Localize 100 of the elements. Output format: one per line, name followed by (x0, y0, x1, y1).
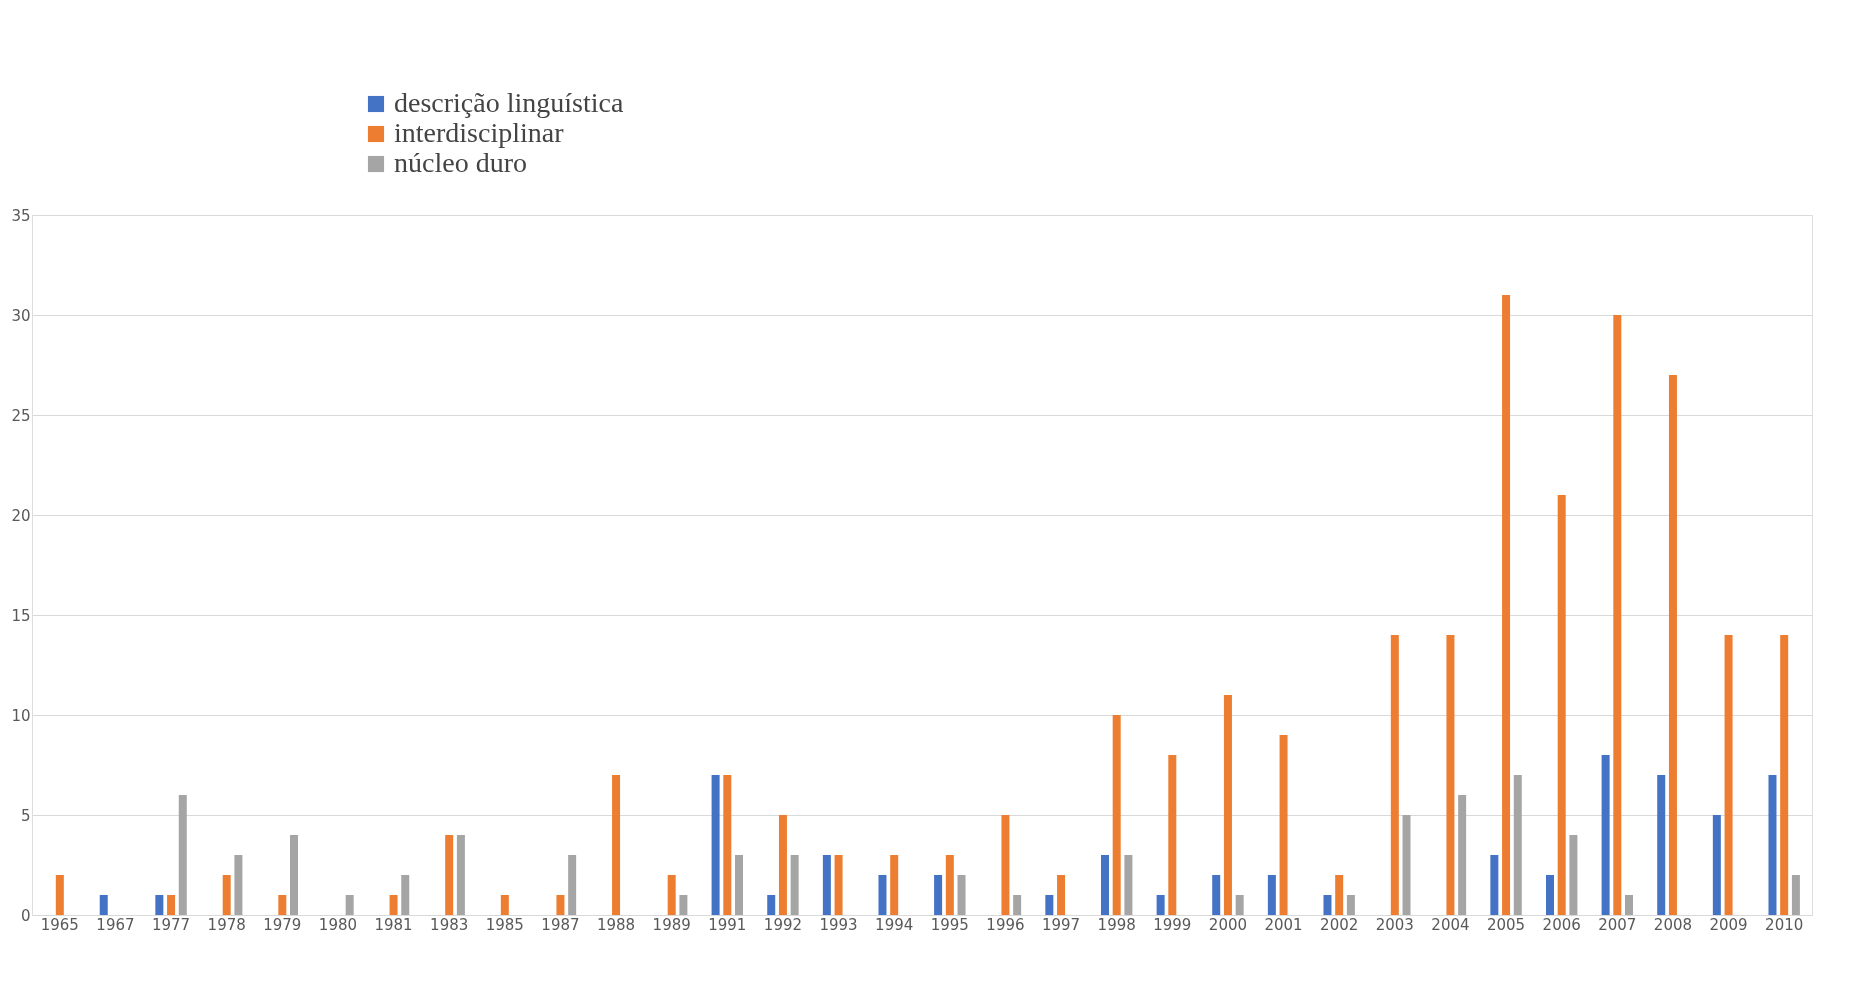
bar (1100, 855, 1109, 915)
x-tick-label: 1989 (652, 915, 691, 934)
bar (934, 875, 943, 915)
bar (1168, 755, 1177, 915)
bar (1601, 755, 1610, 915)
x-tick-label: 2006 (1542, 915, 1581, 934)
y-tick-label: 10 (11, 706, 31, 725)
bar (278, 895, 287, 915)
x-tick-label: 1987 (541, 915, 580, 934)
bar (1212, 875, 1221, 915)
x-tick-label: 2002 (1320, 915, 1359, 934)
x-tick-label: 2003 (1375, 915, 1414, 934)
x-tick-label: 1985 (485, 915, 524, 934)
bar (556, 895, 565, 915)
bar (1458, 795, 1467, 915)
x-tick-label: 1967 (96, 915, 135, 934)
bar (1557, 495, 1566, 915)
bar (1223, 695, 1232, 915)
bar (1513, 775, 1522, 915)
bar (1668, 375, 1677, 915)
bar (767, 895, 776, 915)
bar (1001, 815, 1010, 915)
bar (234, 855, 243, 915)
legend-label: descrição linguística (394, 87, 624, 118)
x-tick-label: 2004 (1431, 915, 1470, 934)
bar (945, 855, 954, 915)
bar (389, 895, 398, 915)
x-tick-label: 1993 (819, 915, 858, 934)
bar (1390, 635, 1399, 915)
legend-label: núcleo duro (394, 147, 527, 178)
bar (1613, 315, 1622, 915)
x-tick-label: 1980 (318, 915, 358, 934)
bar (1013, 895, 1022, 915)
bar (1057, 875, 1066, 915)
bar (155, 895, 164, 915)
bar (1712, 815, 1721, 915)
bar (1045, 895, 1054, 915)
y-tick-label: 35 (11, 206, 31, 225)
bar (1279, 735, 1288, 915)
bar (568, 855, 577, 915)
x-tick-label: 2009 (1709, 915, 1748, 934)
bar (1657, 775, 1666, 915)
bar (822, 855, 831, 915)
x-tick-label: 2010 (1765, 915, 1804, 934)
bar (1569, 835, 1578, 915)
x-tick-label: 1991 (708, 915, 747, 934)
x-tick-label: 1979 (263, 915, 302, 934)
x-tick-label: 1997 (1041, 915, 1081, 934)
bar (222, 875, 231, 915)
bar (890, 855, 899, 915)
legend-label: interdisciplinar (394, 117, 565, 148)
bar (1112, 715, 1121, 915)
y-tick-label: 25 (11, 406, 31, 425)
bar (345, 895, 354, 915)
bar (679, 895, 688, 915)
y-tick-label: 15 (11, 606, 31, 625)
y-tick-label: 5 (20, 806, 31, 825)
bar (834, 855, 843, 915)
bar (1768, 775, 1777, 915)
bar (55, 875, 64, 915)
bar (1545, 875, 1554, 915)
bar (1490, 855, 1499, 915)
bar (1791, 875, 1800, 915)
x-tick-label: 2007 (1598, 915, 1637, 934)
bar (1625, 895, 1634, 915)
x-tick-label: 1988 (596, 915, 636, 934)
bar (723, 775, 732, 915)
bar (1124, 855, 1133, 915)
x-tick-label: 2000 (1208, 915, 1248, 934)
bar (290, 835, 299, 915)
x-tick-label: 1996 (986, 915, 1025, 934)
bar (667, 875, 676, 915)
x-tick-label: 1977 (151, 915, 191, 934)
bar (456, 835, 465, 915)
bar (500, 895, 509, 915)
x-tick-label: 2008 (1653, 915, 1693, 934)
bar (1267, 875, 1276, 915)
y-tick-label: 30 (11, 306, 31, 325)
bar (1156, 895, 1165, 915)
bar (1502, 295, 1511, 915)
bar (167, 895, 176, 915)
bar (178, 795, 187, 915)
x-tick-label: 1994 (875, 915, 914, 934)
bar (1724, 635, 1733, 915)
x-tick-label: 1978 (207, 915, 246, 934)
bar (735, 855, 744, 915)
bar (1346, 895, 1355, 915)
bar (1235, 895, 1244, 915)
x-tick-label: 1983 (430, 915, 469, 934)
y-tick-label: 20 (11, 506, 31, 525)
bar (957, 875, 966, 915)
bar (1446, 635, 1455, 915)
x-tick-label: 1998 (1097, 915, 1136, 934)
x-tick-label: 1992 (763, 915, 803, 934)
x-tick-label: 1965 (40, 915, 79, 934)
bar (445, 835, 454, 915)
bar (401, 875, 410, 915)
x-tick-label: 2005 (1486, 915, 1526, 934)
x-tick-label: 1999 (1153, 915, 1192, 934)
bar (1402, 815, 1411, 915)
